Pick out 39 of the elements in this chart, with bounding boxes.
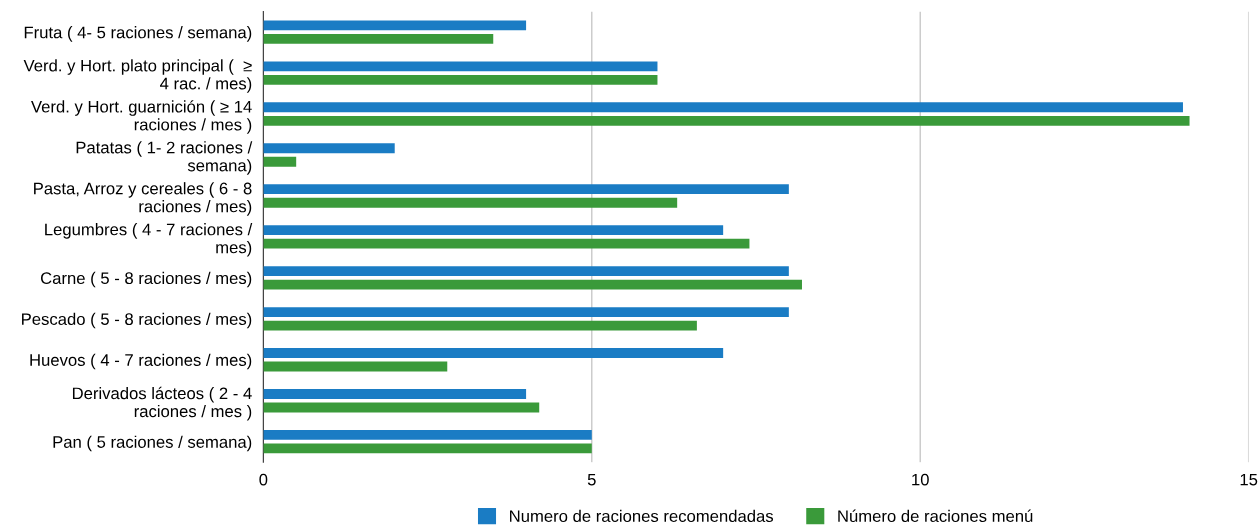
bar bbox=[263, 348, 724, 358]
x-tick-label: 10 bbox=[912, 473, 929, 486]
x-tick-label: 15 bbox=[1240, 473, 1258, 486]
bar bbox=[263, 307, 789, 317]
bar bbox=[263, 279, 802, 290]
y-tick-label: Carne ( 5 - 8 raciones / mes) bbox=[40, 271, 252, 288]
bar bbox=[263, 115, 1190, 126]
y-tick-label: Patatas ( 1- 2 raciones / semana) bbox=[76, 141, 253, 175]
y-tick-label: Verd. y Hort. guarnición ( ≥ 14 raciones / mes ) bbox=[31, 100, 252, 134]
y-tick-label: Derivados lácteos ( 2 - 4 raciones / mes ) bbox=[72, 386, 252, 421]
y-tick-label: Fruta ( 4- 5 raciones / semana) bbox=[24, 26, 252, 42]
bar bbox=[263, 33, 494, 44]
y-tick-label: Huevos ( 4 - 7 raciones / mes) bbox=[30, 353, 252, 370]
y-tick-label: Verd. y Hort. plato principal ( ≥ 4 rac. / mes) bbox=[23, 59, 252, 93]
y-tick-label: Legumbres ( 4 - 7 raciones / mes) bbox=[45, 223, 253, 257]
bar bbox=[263, 61, 658, 72]
y-tick-label: Pasta, Arroz y cereales ( 6 - 8 raciones / mes) bbox=[34, 182, 252, 216]
x-tick-label: 0 bbox=[259, 473, 268, 486]
bar bbox=[263, 184, 789, 195]
bar bbox=[263, 443, 592, 454]
bar bbox=[263, 361, 448, 372]
bar bbox=[263, 74, 658, 85]
bar bbox=[263, 238, 750, 249]
x-tick-label: 5 bbox=[587, 473, 596, 486]
bar bbox=[263, 20, 527, 31]
bar bbox=[263, 430, 592, 440]
bar bbox=[263, 197, 678, 208]
legend-label: Número de raciones menú bbox=[838, 509, 1033, 523]
legend-label: Numero de raciones recomendadas bbox=[510, 509, 774, 523]
y-tick-label: Pescado ( 5 - 8 raciones / mes) bbox=[22, 312, 252, 329]
bar bbox=[263, 320, 697, 331]
bar bbox=[263, 143, 395, 154]
bar bbox=[263, 102, 1183, 113]
bar bbox=[263, 402, 540, 413]
y-tick-label: Pan ( 5 raciones / semana) bbox=[53, 435, 252, 452]
bar bbox=[263, 389, 527, 399]
bar bbox=[263, 156, 297, 167]
bar bbox=[263, 266, 789, 277]
bar bbox=[263, 225, 724, 236]
